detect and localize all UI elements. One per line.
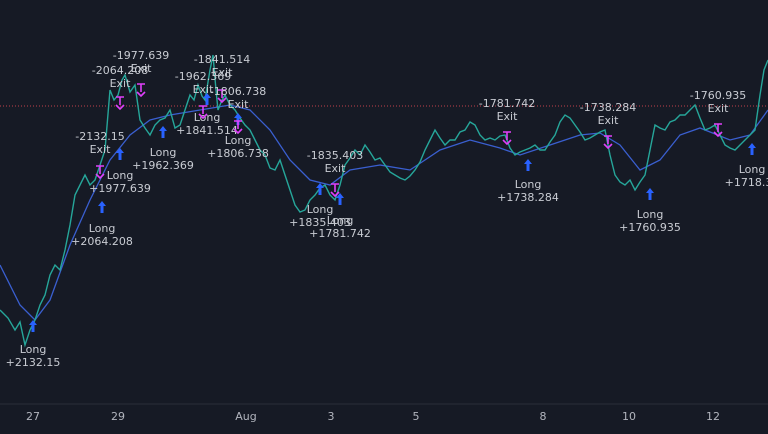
long-amount: +1806.738 [207, 147, 269, 160]
exit-label: Exit [131, 62, 153, 75]
long-label: Long [327, 214, 354, 227]
long-amount: +1841.514 [176, 124, 238, 137]
exit-amount: -1806.738 [210, 85, 266, 98]
exit-amount: -1977.639 [113, 49, 169, 62]
long-label: Long [89, 222, 116, 235]
exit-amount: -2064.208 [92, 64, 148, 77]
long-label: Long [739, 163, 766, 176]
x-axis-label: 8 [540, 410, 547, 423]
x-axis: 27 29 Aug 3 5 8 10 12 [26, 410, 720, 423]
exit-marker [217, 89, 227, 104]
long-label: Long [20, 343, 47, 356]
long-label: Long [307, 203, 334, 216]
long-arrow [98, 201, 106, 213]
exit-label: Exit [325, 162, 347, 175]
long-label: Long [637, 208, 664, 221]
long-amount: +1760.935 [619, 221, 681, 234]
long-arrow [316, 183, 324, 195]
long-arrow [646, 188, 654, 200]
long-label: Long [515, 178, 542, 191]
long-amount: +1977.639 [89, 182, 151, 195]
price-line [0, 54, 768, 348]
exit-amount: -2132.15 [75, 130, 124, 143]
exit-marker [233, 120, 243, 135]
long-arrow [159, 126, 167, 138]
long-label: Long [107, 169, 134, 182]
long-amount: +1781.742 [309, 227, 371, 240]
exit-marker [713, 123, 723, 138]
long-label: Long [225, 134, 252, 147]
long-arrow [29, 320, 37, 332]
exit-amount: -1962.369 [175, 70, 231, 83]
x-axis-label: 10 [622, 410, 636, 423]
exit-amount: -1760.935 [690, 89, 746, 102]
exit-amount: -1835.403 [307, 149, 363, 162]
exit-marker [198, 105, 208, 120]
long-label: Long [150, 146, 177, 159]
long-amount: +1738.284 [497, 191, 559, 204]
long-arrow [748, 143, 756, 155]
exit-label: Exit [193, 83, 215, 96]
x-axis-label: 12 [706, 410, 720, 423]
x-axis-label: 3 [328, 410, 335, 423]
long-amount: +2064.208 [71, 235, 133, 248]
x-axis-label: 27 [26, 410, 40, 423]
long-amount: +2132.15 [6, 356, 61, 369]
exit-marker [502, 131, 512, 146]
long-arrow [524, 159, 532, 171]
signals: Long+2132.15Long+2064.208Long+1977.639Lo… [6, 49, 768, 369]
exit-amount: -1738.284 [580, 101, 636, 114]
exit-marker [115, 96, 125, 111]
exit-marker [95, 165, 105, 180]
long-amount: +1962.369 [132, 159, 194, 172]
long-label: Long [194, 111, 221, 124]
x-axis-label: 5 [413, 410, 420, 423]
exit-label: Exit [110, 77, 132, 90]
long-arrow [336, 193, 344, 205]
exit-label: Exit [212, 66, 234, 79]
exit-marker [330, 183, 340, 198]
x-axis-label: Aug [235, 410, 256, 423]
long-arrow [234, 113, 242, 125]
long-arrow [203, 93, 211, 105]
exit-amount: -1781.742 [479, 97, 535, 110]
exit-label: Exit [228, 98, 250, 111]
exit-label: Exit [90, 143, 112, 156]
exit-label: Exit [708, 102, 730, 115]
long-arrow [116, 148, 124, 160]
exit-marker [603, 135, 613, 150]
exit-label: Exit [598, 114, 620, 127]
exit-amount: -1841.514 [194, 53, 250, 66]
long-amount: +1835.403 [289, 216, 351, 229]
exit-label: Exit [497, 110, 519, 123]
long-amount: +1718.39 [725, 176, 768, 189]
exit-marker [136, 83, 146, 98]
x-axis-label: 29 [111, 410, 125, 423]
